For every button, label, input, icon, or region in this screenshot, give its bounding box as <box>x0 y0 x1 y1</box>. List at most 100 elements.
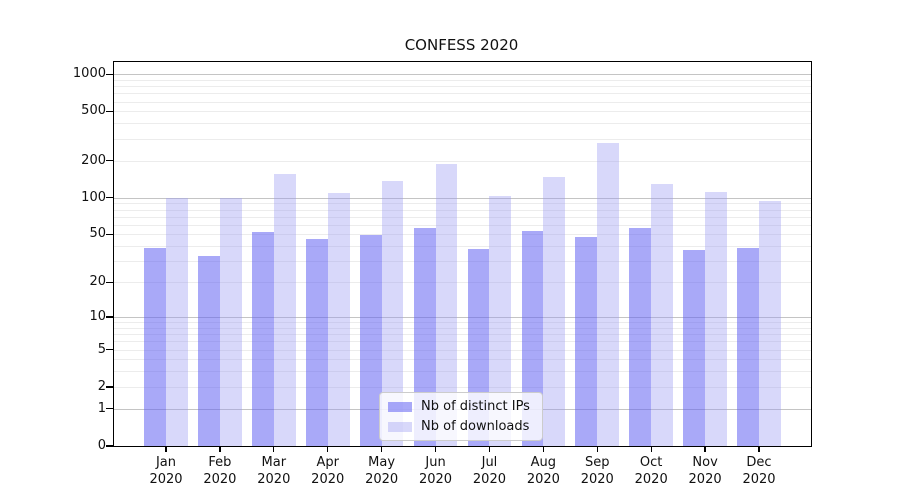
x-label-year: 2020 <box>311 471 345 487</box>
gridline-minor <box>114 224 811 226</box>
x-axis-tick-label: Nov 2020 <box>673 455 737 488</box>
y-axis-tick <box>106 73 113 75</box>
legend: Nb of distinct IPs Nb of downloads <box>379 392 543 441</box>
bar-distinct-ips-nov <box>683 250 706 446</box>
bar-distinct-ips-mar <box>252 232 274 446</box>
y-axis-tick-label: 1 <box>97 400 106 416</box>
x-axis-tick-label: Jun 2020 <box>404 455 468 488</box>
gridline-minor <box>114 123 811 125</box>
x-axis-tick <box>327 446 329 452</box>
y-axis-tick <box>106 408 113 410</box>
y-axis-tick-label: 10 <box>89 308 106 324</box>
gridline-minor <box>114 160 811 162</box>
gridline-minor <box>114 234 811 236</box>
legend-swatch-distinct-ips <box>388 401 412 412</box>
gridline-minor <box>114 334 811 336</box>
x-axis-tick <box>165 446 167 452</box>
gridline-minor <box>114 101 811 103</box>
x-axis-tick-label: Apr 2020 <box>296 455 360 488</box>
gridline-major <box>114 197 811 199</box>
x-label-month: May <box>368 455 396 470</box>
legend-item-distinct-ips: Nb of distinct IPs <box>388 399 530 414</box>
y-axis-tick-label: 1000 <box>72 66 106 82</box>
x-axis-tick-label: Oct 2020 <box>619 455 683 488</box>
y-axis-tick-label: 20 <box>89 274 106 290</box>
bar-distinct-ips-jun <box>413 228 436 446</box>
gridline-minor <box>114 359 811 361</box>
x-label-month: Aug <box>530 455 557 470</box>
gridline-minor <box>114 341 811 343</box>
y-axis-tick-label: 100 <box>81 189 106 205</box>
bar-downloads-jun <box>435 164 458 446</box>
x-axis-tick <box>380 446 383 452</box>
y-axis-tick <box>106 386 113 388</box>
bar-downloads-mar <box>273 174 296 446</box>
y-axis-tick <box>106 281 113 283</box>
y-axis-tick <box>106 316 113 318</box>
x-label-year: 2020 <box>418 471 453 487</box>
x-axis-tick-label: Aug 2020 <box>511 455 575 488</box>
x-label-year: 2020 <box>580 471 614 487</box>
x-axis-tick-label: Mar 2020 <box>242 455 306 488</box>
x-axis-tick <box>758 446 760 452</box>
gridline-minor <box>114 386 811 388</box>
x-axis-tick-label: Feb 2020 <box>188 455 252 488</box>
x-label-month: Apr <box>316 455 339 470</box>
gridline-minor <box>114 349 811 351</box>
gridline-minor <box>114 371 811 373</box>
x-axis-tick <box>219 446 221 452</box>
x-label-month: Mar <box>261 455 287 470</box>
gridline-minor <box>114 327 811 329</box>
gridline-minor <box>114 322 811 324</box>
y-axis-tick <box>106 197 113 199</box>
y-axis-tick <box>106 110 113 113</box>
y-axis-tick-label: 200 <box>81 152 106 168</box>
legend-label-distinct-ips: Nb of distinct IPs <box>421 399 530 414</box>
x-label-month: Nov <box>692 455 718 470</box>
legend-label-downloads: Nb of downloads <box>421 419 530 434</box>
x-axis-tick <box>650 446 652 452</box>
x-axis-tick <box>596 446 598 452</box>
x-label-year: 2020 <box>203 471 237 487</box>
x-label-year: 2020 <box>472 471 506 487</box>
x-axis-tick <box>434 446 437 452</box>
bar-distinct-ips-jan <box>144 247 166 446</box>
y-axis-tick <box>106 233 113 236</box>
gridline-minor <box>114 203 811 205</box>
x-label-year: 2020 <box>688 471 722 487</box>
chart-title: CONFESS 2020 <box>404 36 519 54</box>
x-label-month: Dec <box>746 455 772 470</box>
legend-swatch-downloads <box>388 421 412 432</box>
gridline-minor <box>114 138 811 140</box>
plot-area: 0 1 2 5 10 20 50 100 200 500 1000 Jan 2020 Feb 2020 Mar… <box>73 61 812 487</box>
gridline-major <box>114 316 811 318</box>
bar-downloads-oct <box>651 184 673 446</box>
y-axis-tick <box>106 445 113 447</box>
y-axis-tick-label: 2 <box>97 378 106 394</box>
gridline-minor <box>114 111 811 113</box>
bar-downloads-dec <box>758 200 781 446</box>
bar-downloads-jul <box>489 196 512 446</box>
gridline-minor <box>114 261 811 263</box>
bar-distinct-ips-dec <box>737 247 759 446</box>
y-axis-tick-label: 500 <box>81 103 106 119</box>
x-label-year: 2020 <box>257 471 291 487</box>
gridline-minor <box>114 209 811 211</box>
x-axis-tick-label: Jan 2020 <box>134 455 198 488</box>
x-label-year: 2020 <box>526 471 560 487</box>
bar-downloads-feb <box>219 197 242 446</box>
x-label-year: 2020 <box>634 471 668 487</box>
y-axis-tick-label: 50 <box>89 226 106 242</box>
x-axis-tick-label: Sep 2020 <box>565 455 629 488</box>
x-label-year: 2020 <box>149 471 183 487</box>
x-axis-tick <box>704 446 706 452</box>
y-axis-tick <box>106 348 113 351</box>
legend-item-downloads: Nb of downloads <box>388 419 530 434</box>
bar-distinct-ips-sep <box>575 236 598 446</box>
bar-distinct-ips-may <box>359 235 382 446</box>
x-axis-tick <box>273 446 275 452</box>
y-axis-tick-label: 5 <box>97 341 106 357</box>
bar-downloads-jan <box>166 197 188 446</box>
x-label-month: Jan <box>155 455 177 470</box>
